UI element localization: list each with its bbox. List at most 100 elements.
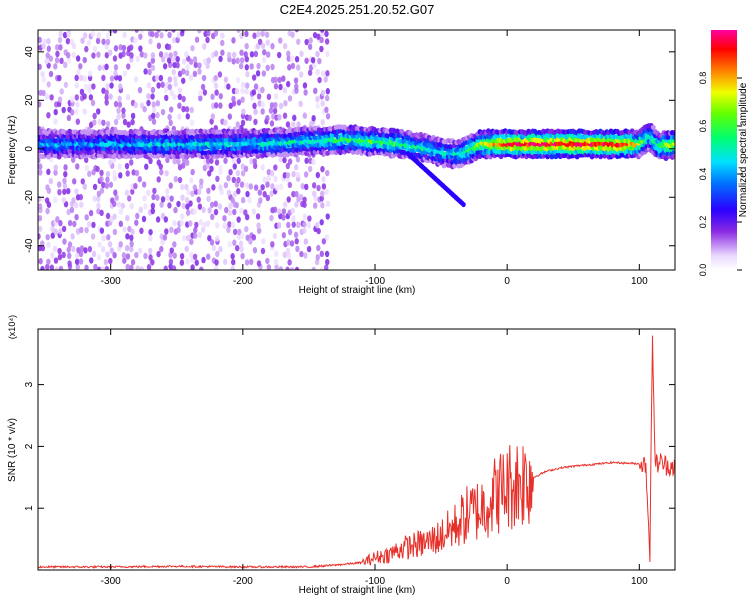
spectrogram-noise-cell [55, 50, 60, 58]
spectrogram-noise-cell [180, 194, 185, 201]
spectrogram-noise-cell [62, 177, 67, 184]
spectrogram-noise-cell [49, 94, 54, 101]
spectrogram-noise-cell [72, 220, 77, 228]
spectrogram-noise-cell [44, 93, 50, 100]
spectrogram-noise-cell [245, 71, 250, 78]
spectrogram-noise-cell [101, 181, 106, 189]
spectrogram-noise-cell [66, 52, 71, 59]
spectrogram-noise-cell [252, 32, 257, 39]
spectrogram-noise-cell [40, 195, 46, 202]
spectrogram-noise-cell [289, 266, 295, 270]
spectrogram-noise-cell [282, 112, 288, 119]
spectrogram-noise-cell [66, 30, 71, 38]
spectrogram-noise-cell [53, 257, 59, 264]
spectrogram-noise-cell [244, 42, 249, 50]
spectrogram-noise-cell [113, 118, 119, 126]
spectrogram-noise-cell [189, 106, 194, 114]
spectrogram-noise-cell [38, 169, 43, 176]
spectrogram-noise-cell [313, 87, 318, 95]
spectrogram-noise-cell [163, 86, 169, 94]
spectrogram-noise-cell [315, 102, 320, 109]
spectrogram-noise-cell [293, 77, 299, 84]
spectrogram-noise-cell [79, 245, 85, 252]
spectrogram-noise-cell [104, 94, 109, 101]
spectrogram-noise-cell [251, 208, 257, 215]
spectrogram-noise-cell [232, 228, 238, 236]
spectrogram-noise-cell [290, 62, 296, 70]
spectrogram-noise-cell [108, 159, 113, 166]
spectrogram-noise-cell [172, 220, 177, 227]
spectrogram-noise-cell [230, 221, 236, 229]
spectrogram-noise-cell [130, 118, 135, 126]
spectrogram-noise-cell [185, 203, 190, 210]
spectrogram-noise-cell [175, 62, 180, 69]
spectrogram-noise-cell [290, 31, 295, 38]
spectrogram-noise-cell [129, 245, 134, 253]
spectrogram-noise-cell [50, 225, 55, 233]
spectrogram-noise-cell [277, 76, 282, 84]
spectrogram-noise-cell [314, 222, 320, 229]
spectrogram-noise-cell [251, 74, 257, 81]
spectrogram-noise-cell [168, 119, 173, 127]
spectrogram-noise-cell [89, 257, 94, 264]
spectrogram-noise-cell [194, 221, 199, 229]
spectrogram-noise-cell [315, 50, 320, 58]
spectrogram-noise-cell [118, 241, 123, 248]
spectrogram-noise-cell [57, 253, 63, 261]
spectrogram-noise-cell [154, 74, 160, 82]
spectrogram-noise-cell [190, 190, 195, 197]
spectrogram-noise-cell [256, 260, 262, 267]
spectrogram-frame [37, 29, 676, 271]
spectrogram-noise-cell [78, 250, 84, 258]
spectrogram-noise-cell [185, 209, 191, 216]
spectrogram-noise-cell [306, 245, 312, 253]
colorbar-tick-label: 0.4 [698, 168, 708, 181]
spectrogram-noise-cell [45, 233, 50, 241]
spectrogram-noise-cell [116, 201, 122, 208]
spectrogram-noise-cell [286, 55, 291, 62]
spectrogram-noise-cell [260, 164, 265, 171]
spectrogram-noise-cell [218, 246, 223, 253]
spectrogram-noise-cell [46, 38, 51, 45]
spectrogram-noise-cell [190, 264, 195, 270]
spectrogram-noise-cell [324, 94, 330, 102]
spectrogram-noise-cell [319, 45, 324, 53]
spectrogram-noise-cell [222, 215, 227, 222]
spectrogram-noise-cell [192, 208, 197, 215]
spectrogram-noise-cell [325, 113, 331, 120]
spectrogram-noise-cell [184, 106, 190, 113]
spectrogram-noise-cell [230, 197, 235, 204]
spectrogram-noise-cell [59, 57, 64, 65]
spectrogram-noise-cell [181, 58, 187, 65]
spectrogram-noise-cell [244, 64, 249, 71]
spectrogram-noise-cell [282, 42, 288, 50]
spectrogram-noise-cell [104, 182, 110, 189]
spectrogram-noise-cell [58, 30, 63, 38]
spectrogram-noise-cell [285, 172, 291, 179]
spectrogram-noise-cell [293, 164, 299, 171]
spectrogram-noise-cell [42, 38, 47, 45]
spectrogram-noise-cell [311, 266, 316, 270]
spectrogram-noise-cell [252, 158, 257, 165]
spectrogram-noise-cell [193, 232, 198, 239]
spectrogram-noise-cell [101, 38, 106, 45]
bottom-x-tick-label: 0 [504, 576, 510, 587]
spectrogram-noise-cell [256, 93, 262, 100]
spectrogram-noise-cell [160, 81, 165, 88]
spectrogram-noise-cell [80, 37, 85, 44]
spectrogram-noise-cell [114, 194, 119, 201]
spectrogram-noise-cell [324, 250, 330, 258]
spectrogram-noise-cell [276, 222, 282, 229]
spectrogram-noise-cell [285, 80, 291, 88]
spectrogram-noise-cell [46, 258, 51, 265]
spectrogram-noise-cell [125, 253, 131, 260]
spectrogram-noise-cell [106, 234, 111, 241]
spectrogram-noise-cell [69, 206, 75, 214]
spectrogram-noise-cell [266, 264, 272, 270]
spectrogram-noise-cell [324, 188, 329, 195]
spectrogram-noise-cell [38, 215, 43, 222]
spectrogram-noise-cell [137, 247, 143, 254]
spectrogram-noise-cell [257, 38, 263, 45]
spectrogram-noise-cell [312, 202, 318, 209]
spectrogram-branch-cell [461, 201, 466, 208]
